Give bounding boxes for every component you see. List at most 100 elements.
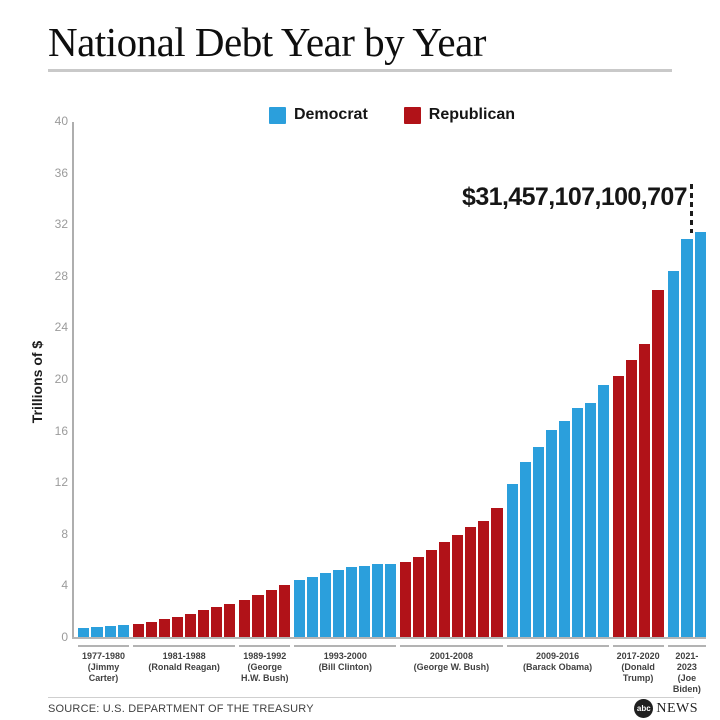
bar-2002 xyxy=(413,557,425,637)
bar-2003 xyxy=(426,550,438,637)
legend-label: Democrat xyxy=(293,106,368,123)
group-label-years: 1981-1988 xyxy=(162,651,206,661)
bar-1981 xyxy=(133,624,145,637)
group-bracket xyxy=(294,645,397,647)
group-label-president: (Joe Biden) xyxy=(672,673,701,694)
group-label: 2017-2020 (Donald Trump) xyxy=(613,651,664,684)
bar-1984 xyxy=(172,617,184,637)
bar-2006 xyxy=(465,527,477,637)
y-tick-0: 0 xyxy=(61,630,68,644)
legend-swatch-democrat xyxy=(268,106,286,124)
group-bars xyxy=(667,122,706,637)
y-tick-4: 4 xyxy=(61,578,68,593)
bar-2012 xyxy=(545,430,557,637)
group-bracket xyxy=(506,645,609,647)
group-label-president: (Barack Obama) xyxy=(523,662,593,672)
term-group-1977-1980: 1977-1980 (Jimmy Carter) xyxy=(78,122,130,695)
group-label-years: 2021-2023 xyxy=(675,651,699,672)
bar-1993 xyxy=(294,580,306,637)
group-bracket xyxy=(133,645,236,647)
group-label-years: 1993-2000 xyxy=(323,651,367,661)
y-tick-32: 32 xyxy=(54,217,68,232)
abc-logo-icon: abc xyxy=(634,699,654,718)
group-label: 2021-2023 (Joe Biden) xyxy=(668,651,706,695)
bar-2011 xyxy=(532,447,544,637)
bar-2019 xyxy=(639,344,651,637)
abc-news-wordmark: NEWS xyxy=(656,700,698,716)
group-bars xyxy=(294,122,397,637)
legend-label: Republican xyxy=(428,106,516,123)
bar-1977 xyxy=(78,628,90,637)
bar-1980 xyxy=(117,625,130,637)
bar-2015 xyxy=(584,403,596,637)
group-label-years: 2009-2016 xyxy=(536,651,580,661)
group-label: 1993-2000 (Bill Clinton) xyxy=(294,651,396,673)
bar-2021 xyxy=(667,271,680,637)
bar-1997 xyxy=(346,567,358,637)
abc-news-logo: abc NEWS xyxy=(634,699,698,718)
term-group-2017-2020: 2017-2020 (Donald Trump) xyxy=(612,122,664,695)
group-bracket xyxy=(612,645,664,647)
group-label-president: (George W. Bush) xyxy=(413,662,490,672)
bar-1982 xyxy=(146,622,158,637)
term-group-2009-2016: 2009-2016 (Barack Obama) xyxy=(506,122,609,695)
group-bars xyxy=(78,122,130,637)
bar-1990 xyxy=(252,595,264,637)
bar-2020 xyxy=(652,290,664,637)
y-tick-40: 40 xyxy=(54,114,68,128)
group-label-president: (George H.W. Bush) xyxy=(240,662,289,683)
group-label-president: (Bill Clinton) xyxy=(318,662,373,672)
legend-item-republican: Republican xyxy=(403,106,516,124)
bar-2004 xyxy=(439,542,451,637)
bar-1999 xyxy=(372,564,384,637)
bar-1998 xyxy=(359,566,371,637)
bar-1985 xyxy=(185,614,197,637)
bar-1992 xyxy=(278,585,291,637)
bar-2018 xyxy=(625,360,638,637)
group-bracket xyxy=(667,645,706,647)
bar-2017 xyxy=(612,376,624,637)
debt-total-annotation: $31,457,107,100,707 xyxy=(462,183,688,211)
term-group-1989-1992: 1989-1992 (George H.W. Bush) xyxy=(239,122,291,695)
y-tick-16: 16 xyxy=(54,423,68,438)
legend-item-democrat: Democrat xyxy=(268,106,368,124)
x-axis-baseline xyxy=(72,637,706,639)
title-divider xyxy=(48,69,672,72)
group-bars xyxy=(612,122,664,637)
group-label: 1977-1980 (Jimmy Carter) xyxy=(78,651,129,684)
bar-2016 xyxy=(597,385,609,637)
bar-1988 xyxy=(224,604,236,637)
group-label-years: 2001-2008 xyxy=(429,651,473,661)
legend-swatch-republican xyxy=(403,106,421,124)
term-group-2001-2008: 2001-2008 (George W. Bush) xyxy=(400,122,503,695)
bar-2007 xyxy=(478,521,490,637)
bar-chart: 1977-1980 (Jimmy Carter) 1981-1988 (Ronald … xyxy=(78,122,706,695)
y-tick-36: 36 xyxy=(54,165,68,180)
bar-1986 xyxy=(198,610,210,637)
bar-1994 xyxy=(307,577,319,637)
y-tick-20: 20 xyxy=(54,372,68,386)
y-axis-line xyxy=(72,122,74,638)
term-group-2021-2023: 2021-2023 (Joe Biden) xyxy=(667,122,706,695)
group-bars xyxy=(133,122,236,637)
group-label: 1981-1988 (Ronald Reagan) xyxy=(133,651,235,673)
bar-2001 xyxy=(400,562,412,637)
bar-1991 xyxy=(265,590,277,637)
group-bracket xyxy=(239,645,291,647)
y-tick-24: 24 xyxy=(54,320,68,335)
bar-1987 xyxy=(211,607,223,637)
bar-1979 xyxy=(104,626,116,637)
footer-divider xyxy=(48,697,694,698)
y-tick-12: 12 xyxy=(54,475,68,490)
y-tick-8: 8 xyxy=(61,526,68,541)
term-group-1993-2000: 1993-2000 (Bill Clinton) xyxy=(294,122,397,695)
term-group-1981-1988: 1981-1988 (Ronald Reagan) xyxy=(133,122,236,695)
bar-2000 xyxy=(385,564,397,637)
group-label-president: (Jimmy Carter) xyxy=(87,662,120,683)
bar-2008 xyxy=(491,508,503,637)
group-label-years: 1977-1980 xyxy=(82,651,126,661)
group-label: 2001-2008 (George W. Bush) xyxy=(400,651,502,673)
annotation-dashed-line xyxy=(690,184,693,233)
group-bracket xyxy=(78,645,130,647)
group-bars xyxy=(506,122,609,637)
